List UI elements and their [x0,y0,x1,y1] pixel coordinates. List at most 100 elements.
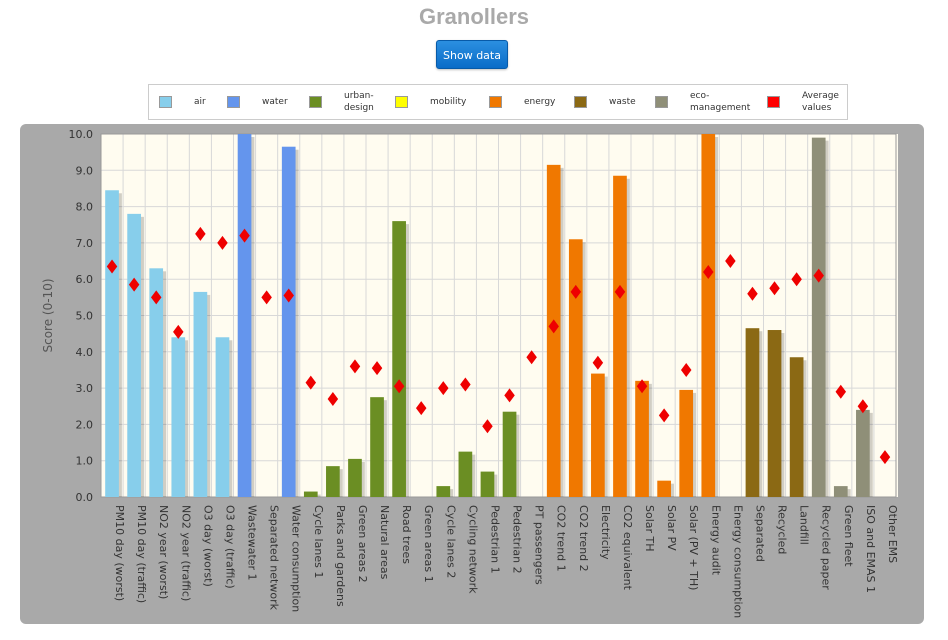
bar [171,337,186,497]
legend-label: water [262,97,288,107]
bar [811,137,826,497]
legend-label: Average values [802,91,839,113]
bar [370,397,384,497]
average-marker [261,290,272,305]
x-tick-label: Separated network [268,505,281,611]
x-tick-label: CO2 equivalent [621,505,634,591]
average-marker [305,375,317,390]
y-tick-label: 6.0 [76,273,94,286]
x-tick-label: Green areas 2 [356,505,369,583]
x-tick-label: Recycled paper [820,505,833,590]
legend-item-eco-management[interactable]: eco-management [655,85,751,119]
plot-border [100,133,897,498]
legend-item-urban-design[interactable]: urban-design [309,85,396,119]
bar [767,330,782,497]
bar [105,190,119,497]
bar [193,291,208,497]
x-tick-label: Pedestrian 2 [511,505,524,574]
average-marker [548,319,559,334]
x-tick-label: ISO and EMAS 1 [864,505,877,593]
average-marker [658,408,670,423]
average-marker [592,355,604,370]
legend-item-mobility[interactable]: mobility [395,85,482,119]
legend-label: eco-management [690,91,751,113]
x-tick-label: Cycle lanes 2 [444,505,457,578]
legend-label: waste [609,97,636,107]
average-marker [703,264,714,279]
legend-label: air [194,97,206,107]
legend-swatch [574,96,587,108]
x-tick-label: Landfill [798,505,811,545]
legend-item-air[interactable]: air [159,85,246,119]
average-marker [526,350,537,365]
average-marker [791,272,802,287]
x-tick-label: Green fleet [842,505,855,567]
average-marker [173,324,184,339]
y-tick-label: 7.0 [76,237,94,250]
legend-label: urban-design [344,91,374,113]
average-marker [460,377,471,392]
x-tick-label: CO2 trend 1 [555,505,568,572]
legend-item-energy[interactable]: energy [489,85,576,119]
x-tick-label: PM10 day (traffic) [135,505,148,603]
x-tick-label: Electricity [599,505,612,560]
x-tick-label: Energy audit [709,505,722,576]
average-marker [482,419,493,434]
y-tick-label: 10.0 [69,128,94,141]
x-tick-label: NO2 year (traffic) [179,505,192,601]
legend-swatch [395,96,408,108]
bar [436,486,451,497]
average-marker [217,235,228,250]
bar [326,466,340,497]
bar [458,451,473,497]
average-marker [680,362,692,377]
average-marker [769,281,780,296]
legend-item-water[interactable]: water [227,85,314,119]
legend-item-waste[interactable]: waste [574,85,661,119]
y-tick-label: 9.0 [76,164,94,177]
average-marker [857,399,869,414]
legend-swatch [159,96,172,108]
bar [480,471,495,497]
x-tick-label: NO2 year (worst) [157,505,170,599]
average-marker [570,284,582,299]
y-tick-label: 2.0 [76,418,94,431]
page-title: Granollers [418,4,530,29]
chart-legend: air water urban-design mobility energy waste e… [148,84,848,120]
average-marker [614,284,626,299]
x-tick-label: Solar TH [643,505,656,552]
legend-item-average-values[interactable]: Average values [767,85,854,119]
x-tick-label: Energy consumption [731,505,744,618]
legend-swatch [655,96,668,108]
bar [745,328,760,497]
x-tick-label: Recycled [776,505,789,554]
average-marker [725,254,736,269]
legend-swatch [309,96,322,108]
bar [591,373,605,497]
average-marker [150,290,162,305]
x-tick-label: O3 day (worst) [201,505,214,587]
bar [833,486,848,497]
x-tick-label: O3 day (traffic) [223,505,236,589]
average-marker [747,286,758,301]
x-tick-label: Solar (PV + TH) [687,505,700,590]
average-marker [128,277,140,292]
x-tick-label: Green areas 1 [422,505,435,583]
x-tick-label: Water consumption [290,505,303,612]
average-marker [415,401,427,416]
bar [215,337,230,497]
show-data-button[interactable]: Show data [436,40,508,69]
y-tick-label: 3.0 [76,382,94,395]
y-tick-label: 1.0 [76,455,94,468]
average-marker [813,268,824,283]
average-marker [504,388,515,403]
average-marker [835,384,847,399]
average-marker [349,359,361,374]
x-tick-label: Road trees [400,505,413,564]
average-marker [879,450,891,465]
bar [856,409,870,497]
average-marker [393,379,405,394]
bar [789,357,804,497]
legend-swatch [227,96,240,108]
